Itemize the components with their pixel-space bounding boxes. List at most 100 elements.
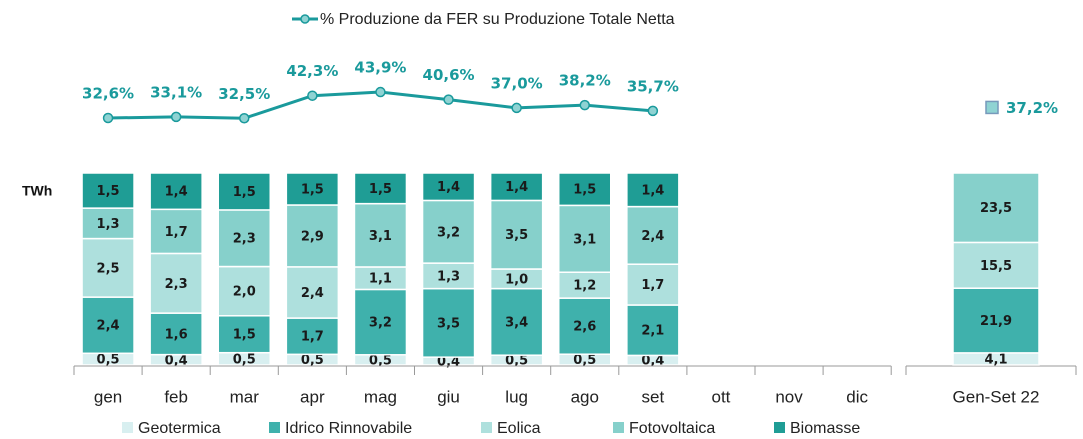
x-tick-label: mag <box>364 387 397 406</box>
x-tick-label: feb <box>164 387 188 406</box>
bar-value-label: 0,5 <box>573 353 596 368</box>
line-value-label: 32,5% <box>218 85 270 103</box>
bar-segment <box>285 317 340 356</box>
bar-segment <box>81 207 135 240</box>
bar-value-label: 2,6 <box>573 320 596 335</box>
x-tick-label: ott <box>711 387 730 406</box>
line-marker <box>511 102 522 114</box>
bar-value-label: 1,7 <box>641 278 664 293</box>
bar-value-label: 15,5 <box>980 259 1012 274</box>
summary-value-label: 37,2% <box>1006 99 1058 117</box>
bar-segment <box>626 304 680 357</box>
legend-label: Fotovoltaica <box>629 420 715 437</box>
legend-marker <box>300 14 310 24</box>
bar-segment <box>217 315 271 354</box>
bar-segment <box>353 172 408 205</box>
line-marker <box>375 86 386 98</box>
x-tick-label: set <box>642 387 665 406</box>
line-marker <box>239 113 250 124</box>
bar-value-label: 1,4 <box>505 180 528 195</box>
bar-value-label: 2,1 <box>641 324 664 339</box>
bar-value-label: 2,5 <box>97 261 120 276</box>
bar-value-label: 3,4 <box>505 315 528 330</box>
legend-swatch <box>122 422 133 433</box>
bar-value-label: 3,5 <box>505 228 528 243</box>
line-marker <box>170 111 182 123</box>
bar-value-label: 4,1 <box>984 352 1007 367</box>
legend-label: Biomasse <box>790 420 860 437</box>
bar-value-label: 1,5 <box>233 328 256 343</box>
bar-value-label: 1,4 <box>641 183 664 198</box>
bar-value-label: 0,4 <box>641 354 664 369</box>
bar-value-label: 1,2 <box>573 279 596 294</box>
y-axis-label: TWh <box>22 183 52 199</box>
line-value-label: 33,1% <box>150 83 202 101</box>
bar-segment <box>558 204 612 273</box>
bar-segment <box>421 262 476 290</box>
bar-segment <box>421 172 476 202</box>
legend-label: Idrico Rinnovabile <box>285 420 412 437</box>
line-marker <box>307 90 318 101</box>
bar-value-label: 2,4 <box>301 286 324 301</box>
bar-value-label: 1,0 <box>505 272 528 287</box>
bar-value-label: 2,3 <box>165 277 188 292</box>
x-tick-label: giu <box>437 387 460 406</box>
bar-segment <box>217 265 271 317</box>
summary-marker <box>985 100 999 115</box>
bar-segment <box>81 172 135 209</box>
x-tick-label: mar <box>230 387 260 406</box>
bar-segment <box>353 288 408 356</box>
bar-value-label: 1,7 <box>165 225 188 240</box>
bar-value-label: 1,4 <box>165 185 188 200</box>
bar-segment <box>81 237 135 298</box>
line-value-label: 37,0% <box>491 74 543 92</box>
legend-label: Geotermica <box>138 420 221 437</box>
bar-segment <box>626 263 680 306</box>
bar-value-label: 1,5 <box>233 185 256 200</box>
bar-segment <box>952 172 1040 244</box>
bar-value-label: 1,5 <box>97 184 120 199</box>
bar-value-label: 1,3 <box>437 269 460 284</box>
bar-segment <box>489 199 544 270</box>
bar-value-label: 3,2 <box>437 225 460 240</box>
bar-segment <box>421 199 476 264</box>
line-value-label: 40,6% <box>423 66 475 84</box>
bar-value-label: 0,5 <box>301 353 324 368</box>
bar-segment <box>217 209 271 268</box>
bar-segment <box>353 202 408 268</box>
line-value-label: 38,2% <box>559 72 611 90</box>
bar-segment <box>489 287 544 356</box>
legend-swatch <box>269 422 280 433</box>
line-marker <box>443 94 454 105</box>
bar-value-label: 1,7 <box>301 330 324 345</box>
x-tick-label: dic <box>846 387 868 406</box>
bar-value-label: 0,5 <box>97 353 120 368</box>
bar-segment <box>285 172 340 206</box>
bar-value-label: 1,5 <box>301 183 324 198</box>
bar-value-label: 2,4 <box>641 229 664 244</box>
bar-segment <box>952 241 1040 289</box>
bar-value-label: 21,9 <box>980 314 1012 329</box>
legend-swatch <box>613 422 624 433</box>
line-marker <box>647 105 659 117</box>
legend-swatch <box>774 422 785 433</box>
line-value-label: 42,3% <box>286 62 338 80</box>
line-value-label: 35,7% <box>627 77 679 95</box>
x-tick-label: lug <box>505 387 528 406</box>
line-value-label: 32,6% <box>82 85 134 103</box>
bar-value-label: 3,5 <box>437 316 460 331</box>
bar-value-label: 0,4 <box>165 353 188 368</box>
bar-value-label: 1,6 <box>165 327 188 342</box>
bar-segment <box>489 172 544 202</box>
bar-segment <box>285 204 340 268</box>
bar-segment <box>149 172 203 211</box>
legend-label: Eolica <box>497 420 541 437</box>
bar-value-label: 0,5 <box>505 354 528 369</box>
bar-segment <box>626 172 680 208</box>
x-tick-label: gen <box>94 387 122 406</box>
bar-value-label: 1,5 <box>369 182 392 197</box>
x-tick-label: apr <box>300 387 325 406</box>
bar-segment <box>285 266 340 319</box>
bar-value-label: 1,5 <box>573 183 596 198</box>
